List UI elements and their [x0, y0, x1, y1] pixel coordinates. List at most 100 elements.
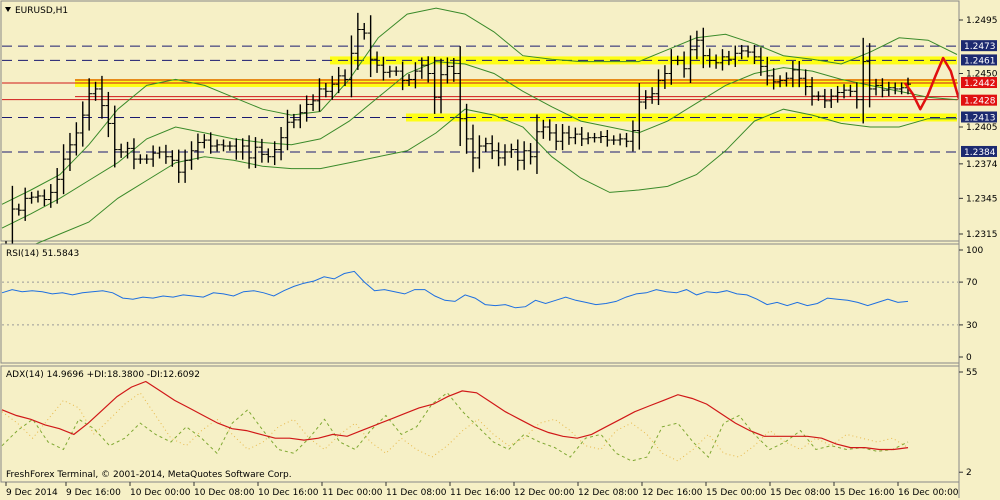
price-tick-label: 1.2315 — [966, 230, 998, 240]
time-tick-label: 15 Dec 16:00 — [834, 488, 895, 498]
ohlc-bar — [572, 127, 579, 145]
ohlc-bar — [617, 133, 624, 146]
ohlc-bar — [540, 119, 547, 139]
ohlc-bar — [591, 132, 598, 143]
ohlc-bar — [111, 105, 118, 168]
rsi-tick-label: 0 — [966, 353, 972, 363]
time-tick-label: 11 Dec 00:00 — [322, 488, 383, 498]
ohlc-bar — [220, 139, 227, 152]
ohlc-bar — [335, 66, 342, 94]
ohlc-bar — [866, 43, 873, 108]
ohlc-bar — [265, 148, 272, 163]
ohlc-bar — [546, 119, 553, 141]
ohlc-bar — [732, 45, 739, 67]
ohlc-bar — [252, 137, 259, 169]
adx-panel[interactable]: ADX(14) 14.9696 +DI:18.3800 -DI:12.6092 … — [0, 365, 960, 483]
ohlc-bar — [847, 84, 854, 97]
bollinger-upper-line — [1, 7, 958, 205]
time-tick-label: 10 Dec 16:00 — [258, 488, 319, 498]
level-tag-label: 1.2442 — [964, 79, 996, 89]
time-tick-label: 15 Dec 08:00 — [770, 488, 831, 498]
minus-di-line — [1, 392, 909, 462]
plus-di-line — [1, 392, 909, 462]
ohlc-bar — [380, 56, 387, 81]
level-tag — [961, 111, 997, 123]
ohlc-bar — [892, 82, 899, 95]
ohlc-bar — [348, 35, 355, 98]
ohlc-bar — [687, 35, 694, 84]
ohlc-bar — [751, 44, 758, 64]
ohlc-bar — [885, 81, 892, 97]
ohlc-bar — [175, 149, 182, 183]
forecast-line — [903, 56, 968, 111]
bollinger-bands — [1, 7, 958, 259]
time-tick-label: 11 Dec 16:00 — [450, 488, 511, 498]
adx-line — [1, 380, 909, 451]
ohlc-bar — [796, 61, 803, 88]
rsi-line — [1, 270, 909, 309]
ohlc-bar — [898, 82, 905, 95]
ohlc-bar — [450, 58, 457, 82]
price-panel[interactable]: EURUSD,H1 — [0, 0, 968, 270]
ohlc-bar — [629, 120, 636, 152]
ohlc-bar — [444, 57, 451, 84]
ohlc-bar — [559, 124, 566, 151]
time-tick-label: 12 Dec 16:00 — [642, 488, 703, 498]
ohlc-bar — [757, 47, 764, 76]
ohlc-bar — [636, 83, 643, 150]
ohlc-bar — [425, 56, 432, 83]
ohlc-bar — [143, 154, 150, 164]
ohlc-bar — [674, 55, 681, 66]
ohlc-bar — [745, 45, 752, 58]
ohlc-bar — [207, 132, 214, 154]
rsi-tick-label: 70 — [966, 278, 978, 288]
ohlc-bar — [815, 91, 822, 101]
ohlc-bar — [137, 154, 144, 164]
ohlc-bar — [706, 48, 713, 68]
ohlc-bar — [105, 91, 112, 138]
ohlc-bar — [841, 84, 848, 99]
ohlc-bar — [597, 131, 604, 144]
ohlc-bar — [214, 139, 221, 152]
ohlc-bar — [668, 49, 675, 85]
ohlc-bar — [290, 113, 297, 129]
ohlc-bar — [860, 37, 867, 124]
ohlc-bar — [649, 87, 656, 104]
ohlc-bar — [565, 125, 572, 145]
ohlc-bar — [661, 65, 668, 89]
ohlc-bar — [79, 101, 86, 147]
time-tick-label: 16 Dec 00:00 — [898, 488, 959, 498]
ohlc-bar — [642, 90, 649, 110]
adx-tick-label: 2 — [966, 468, 972, 478]
ohlc-bar — [169, 150, 176, 167]
ohlc-bar — [802, 69, 809, 96]
ohlc-bar — [834, 85, 841, 103]
ohlc-bar — [412, 62, 419, 89]
ohlc-bar — [879, 78, 886, 98]
ohlc-bar — [182, 149, 189, 183]
ohlc-bar — [86, 78, 93, 131]
ohlc-bar — [578, 127, 585, 147]
ohlc-bar — [623, 132, 630, 148]
ohlc-bar — [374, 51, 381, 73]
ohlc-bar — [156, 146, 163, 159]
ohlc-bar — [303, 95, 310, 122]
ohlc-bar — [98, 75, 105, 119]
ohlc-bar — [418, 57, 425, 79]
rsi-tick-label: 100 — [966, 246, 983, 256]
adx-tick-label: 55 — [966, 368, 977, 378]
level-tag-label: 1.2384 — [964, 148, 996, 158]
ohlc-bar — [463, 103, 470, 154]
rsi-label: RSI(14) 51.5843 — [6, 249, 79, 259]
ohlc-bar — [118, 143, 125, 158]
ohlc-bar — [194, 133, 201, 160]
ohlc-bar — [789, 61, 796, 88]
ohlc-bar — [322, 83, 329, 98]
ohlc-bar — [386, 65, 393, 78]
ohlc-bar — [681, 51, 688, 78]
adx-label: ADX(14) 14.9696 +DI:18.3800 -DI:12.6092 — [6, 370, 200, 380]
ohlc-bar — [438, 58, 445, 114]
rsi-panel[interactable]: RSI(14) 51.5843 — [0, 243, 960, 364]
ohlc-bar — [316, 78, 323, 112]
